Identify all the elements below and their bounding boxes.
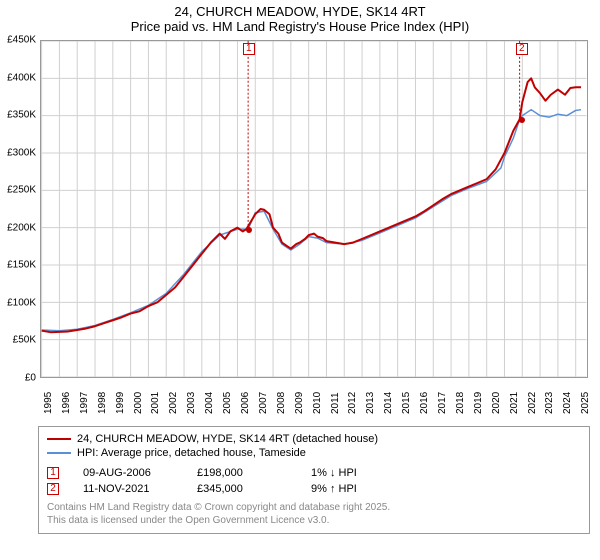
legend-item: 24, CHURCH MEADOW, HYDE, SK14 4RT (detac…: [47, 433, 581, 445]
x-tick-label: 2009: [294, 392, 305, 414]
x-tick-label: 2002: [168, 392, 179, 414]
transaction-delta: 1% ↓ HPI: [311, 467, 401, 479]
legend-swatch: [47, 452, 71, 454]
x-tick-label: 2019: [473, 392, 484, 414]
copyright-line-2: This data is licensed under the Open Gov…: [47, 514, 581, 527]
transaction-marker: 1: [47, 467, 59, 479]
x-tick-label: 2015: [401, 392, 412, 414]
marker-dot: [246, 227, 252, 233]
x-tick-label: 2006: [240, 392, 251, 414]
line-chart-svg: [41, 41, 587, 377]
x-tick-label: 2023: [544, 392, 555, 414]
transaction-marker: 2: [47, 483, 59, 495]
x-axis: 1995 1996 1997 1998 1999 2000 2001 2002 2003 2004…: [40, 380, 588, 420]
y-axis: £0£50K£100K£150K£200K£250K£300K£350K£400…: [0, 40, 38, 378]
x-tick-label: 2001: [150, 392, 161, 414]
x-tick-label: 2005: [222, 392, 233, 414]
x-tick-label: 2021: [509, 392, 520, 414]
legend: 24, CHURCH MEADOW, HYDE, SK14 4RT (detac…: [47, 433, 581, 459]
x-tick-label: 2012: [347, 392, 358, 414]
x-tick-label: 2016: [419, 392, 430, 414]
x-tick-label: 2007: [258, 392, 269, 414]
transaction-delta: 9% ↑ HPI: [311, 483, 401, 495]
x-tick-label: 2010: [312, 392, 323, 414]
y-tick-label: £150K: [7, 260, 36, 271]
transaction-date: 09-AUG-2006: [83, 467, 173, 479]
x-tick-label: 2022: [527, 392, 538, 414]
y-tick-label: £200K: [7, 222, 36, 233]
x-tick-label: 2025: [580, 392, 591, 414]
title-address: 24, CHURCH MEADOW, HYDE, SK14 4RT: [0, 4, 600, 19]
x-tick-label: 1999: [115, 392, 126, 414]
transaction-row: 2 11-NOV-2021 £345,000 9% ↑ HPI: [47, 483, 581, 495]
x-tick-label: 2020: [491, 392, 502, 414]
title-subtitle: Price paid vs. HM Land Registry's House …: [0, 19, 600, 34]
transaction-date: 11-NOV-2021: [83, 483, 173, 495]
transaction-table: 1 09-AUG-2006 £198,000 1% ↓ HPI 2 11-NOV-2021…: [47, 467, 581, 495]
legend-swatch: [47, 438, 71, 440]
footer-panel: 24, CHURCH MEADOW, HYDE, SK14 4RT (detac…: [38, 426, 590, 534]
legend-item: HPI: Average price, detached house, Tame…: [47, 447, 581, 459]
y-tick-label: £250K: [7, 185, 36, 196]
x-tick-label: 2017: [437, 392, 448, 414]
copyright-line-1: Contains HM Land Registry data © Crown c…: [47, 501, 581, 514]
marker-label-2: 2: [516, 43, 528, 55]
x-tick-label: 1996: [61, 392, 72, 414]
x-tick-label: 2024: [562, 392, 573, 414]
marker-label-1: 1: [243, 43, 255, 55]
x-tick-label: 2000: [133, 392, 144, 414]
chart-area: £0£50K£100K£150K£200K£250K£300K£350K£400…: [40, 40, 590, 378]
x-tick-label: 2013: [365, 392, 376, 414]
plot-area: 12: [40, 40, 588, 378]
y-tick-label: £450K: [7, 35, 36, 46]
x-tick-label: 1998: [97, 392, 108, 414]
transaction-row: 1 09-AUG-2006 £198,000 1% ↓ HPI: [47, 467, 581, 479]
x-tick-label: 1995: [43, 392, 54, 414]
y-tick-label: £50K: [13, 335, 36, 346]
transaction-price: £198,000: [197, 467, 287, 479]
y-tick-label: £350K: [7, 110, 36, 121]
x-tick-label: 2003: [186, 392, 197, 414]
legend-label: 24, CHURCH MEADOW, HYDE, SK14 4RT (detac…: [77, 433, 378, 445]
y-tick-label: £100K: [7, 297, 36, 308]
transaction-price: £345,000: [197, 483, 287, 495]
x-tick-label: 2018: [455, 392, 466, 414]
y-tick-label: £0: [25, 373, 36, 384]
legend-label: HPI: Average price, detached house, Tame…: [77, 447, 306, 459]
x-tick-label: 2004: [204, 392, 215, 414]
x-tick-label: 1997: [79, 392, 90, 414]
x-tick-label: 2008: [276, 392, 287, 414]
marker-dot: [519, 117, 525, 123]
x-tick-label: 2011: [330, 392, 341, 414]
copyright-text: Contains HM Land Registry data © Crown c…: [47, 501, 581, 527]
x-tick-label: 2014: [383, 392, 394, 414]
y-tick-label: £400K: [7, 72, 36, 83]
y-tick-label: £300K: [7, 147, 36, 158]
chart-title-block: 24, CHURCH MEADOW, HYDE, SK14 4RT Price …: [0, 0, 600, 34]
